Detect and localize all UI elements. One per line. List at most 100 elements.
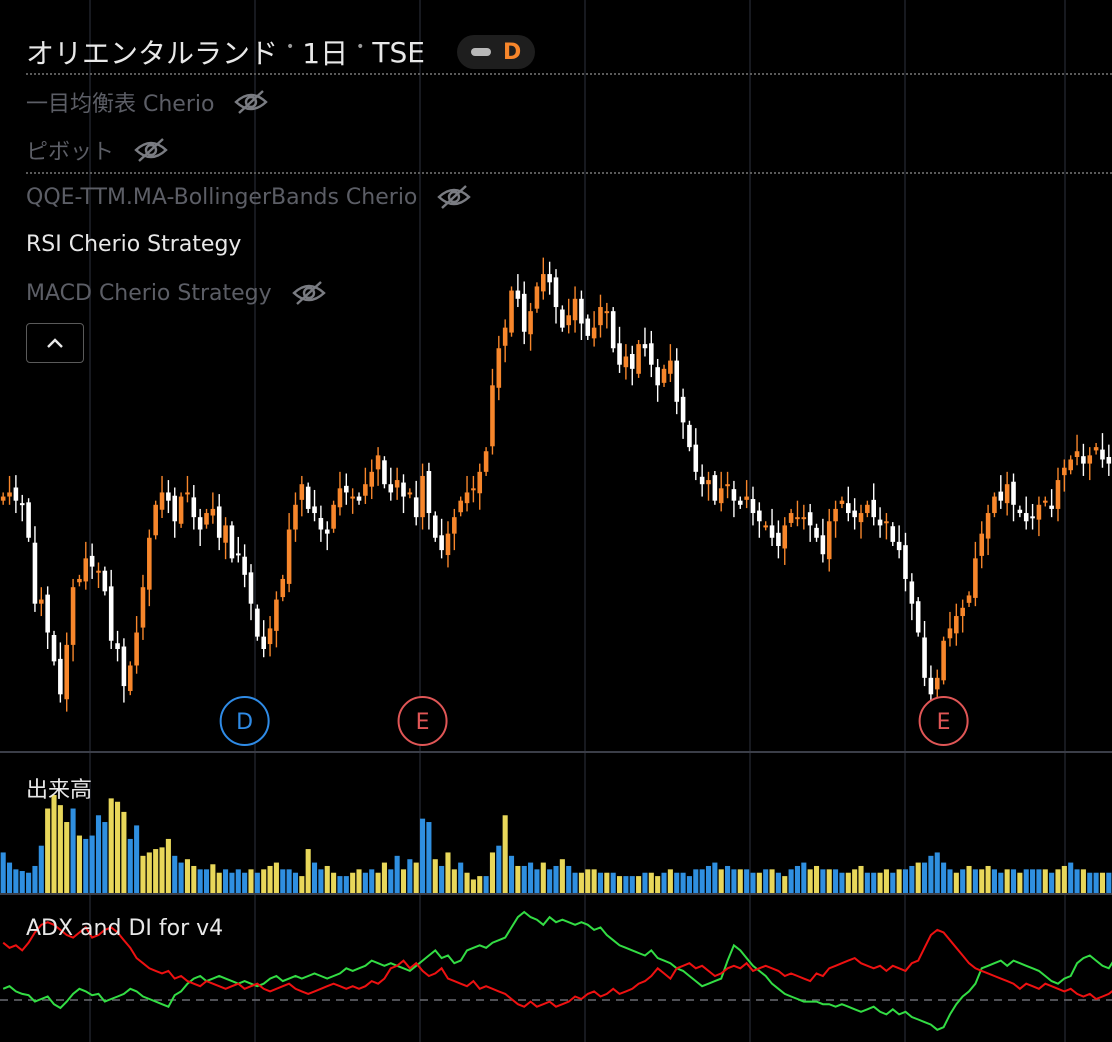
eye-hidden-icon[interactable]	[134, 137, 168, 163]
candle-body	[96, 570, 101, 573]
candle-body	[661, 368, 667, 383]
candle-body	[426, 471, 432, 514]
volume-bar	[858, 865, 864, 893]
indicator-qqe[interactable]: QQE-TTM.MA-BollingerBands Cherio	[26, 184, 472, 210]
candle	[420, 463, 425, 530]
candle-body	[363, 484, 368, 496]
candle-body	[51, 634, 57, 662]
candle-body	[102, 570, 108, 592]
volume-bar	[375, 872, 381, 893]
volume-bar	[64, 822, 70, 893]
volume-bar	[559, 859, 565, 893]
candle-body	[204, 513, 209, 525]
candle-body	[693, 444, 699, 472]
candle-body	[947, 628, 953, 639]
volume-bar	[769, 869, 775, 893]
volume-bar	[1004, 869, 1010, 893]
candle	[267, 616, 273, 657]
volume-bar	[305, 849, 311, 893]
candle-body	[1011, 481, 1016, 505]
eye-hidden-icon[interactable]	[234, 89, 269, 115]
candle	[623, 344, 629, 380]
candle	[1030, 503, 1035, 530]
candle	[1049, 489, 1054, 518]
volume-bar	[979, 869, 985, 893]
candle-body	[985, 513, 991, 539]
volume-bar	[750, 872, 756, 893]
candle-body	[566, 315, 571, 326]
candle	[960, 599, 965, 633]
signal-marker-e: E	[397, 696, 448, 746]
candle-body	[807, 512, 813, 526]
candle	[356, 492, 362, 505]
volume-bar	[572, 872, 578, 893]
candle	[807, 503, 813, 542]
candle-body	[560, 309, 565, 328]
candle	[502, 319, 508, 363]
candle	[375, 447, 381, 486]
indicator-macd[interactable]: MACD Cherio Strategy	[26, 280, 326, 306]
volume-bar	[1087, 872, 1093, 893]
collapse-legend-button[interactable]	[26, 323, 84, 363]
indicator-ichimoku[interactable]: 一目均衡表 Cherio	[26, 86, 269, 118]
candle-body	[439, 535, 444, 551]
legend-divider	[26, 73, 1112, 75]
candle-body	[140, 587, 146, 628]
volume-bar	[432, 859, 438, 893]
candle	[693, 428, 699, 481]
volume-bar	[528, 862, 534, 893]
candle-body	[32, 542, 38, 604]
volume-bar	[343, 876, 349, 893]
volume-bar	[877, 872, 883, 893]
candle	[826, 508, 832, 572]
eye-hidden-icon[interactable]	[291, 280, 326, 306]
candle	[45, 586, 50, 649]
indicator-rsi[interactable]: RSI Cherio Strategy	[26, 232, 241, 257]
volume-bar	[591, 869, 597, 893]
candle	[1106, 444, 1112, 476]
candle	[674, 348, 680, 415]
candle	[432, 511, 438, 542]
volume-bar	[102, 822, 108, 893]
volume-bar	[489, 852, 495, 893]
candle	[483, 447, 489, 476]
indicator-pivot[interactable]: ピボット	[26, 134, 168, 166]
chart-legend: オリエンタルランド • 1日 • TSE D	[26, 32, 535, 72]
volume-bar	[32, 865, 38, 893]
candle	[496, 335, 502, 401]
eye-hidden-icon[interactable]	[437, 184, 472, 210]
candle-body	[865, 504, 870, 514]
candle-body	[1062, 467, 1067, 476]
candle-body	[388, 484, 394, 493]
candle-body	[134, 632, 139, 666]
volume-bar	[725, 865, 731, 893]
candle	[127, 661, 133, 696]
volume-bar	[229, 872, 235, 893]
candle-body	[617, 343, 622, 365]
candle-body	[312, 506, 317, 514]
candle-body	[750, 499, 756, 514]
candle-body	[382, 460, 387, 485]
candle-body	[1087, 455, 1093, 464]
candle-body	[83, 558, 89, 582]
volume-bar	[902, 869, 909, 893]
candle-body	[1023, 513, 1029, 522]
volume-bar	[1080, 869, 1086, 893]
candle	[776, 520, 781, 559]
volume-bar	[127, 838, 133, 893]
candle	[477, 463, 483, 510]
candle-body	[788, 513, 794, 523]
candle	[7, 475, 12, 505]
candle	[197, 508, 203, 546]
volume-bar	[470, 879, 476, 893]
candle	[725, 471, 730, 499]
candle-body	[121, 646, 127, 687]
market-status-badge[interactable]: D	[456, 35, 535, 69]
candle-body	[1081, 456, 1086, 464]
volume-bar	[172, 855, 178, 893]
candle	[134, 616, 139, 674]
symbol-title-row[interactable]: オリエンタルランド • 1日 • TSE D	[26, 32, 535, 72]
candle-body	[267, 628, 273, 645]
candle	[426, 462, 432, 530]
candle-body	[833, 508, 838, 522]
